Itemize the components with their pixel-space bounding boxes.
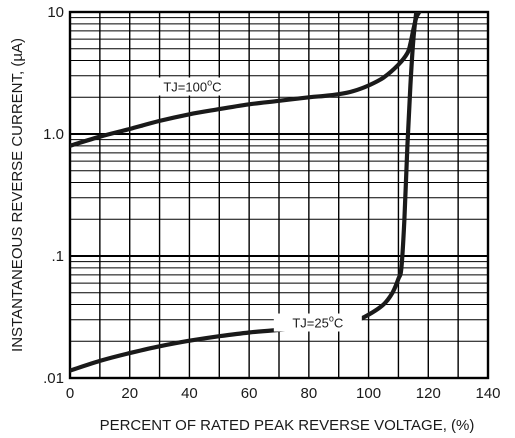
series-line-tj-100c: [70, 12, 422, 148]
annotation-superscript: o: [329, 314, 334, 324]
annotation-prefix: TJ=100: [163, 80, 207, 95]
series-line-tj-25c: [70, 12, 419, 373]
x-tick-label: 120: [416, 385, 441, 402]
x-tick-label: 100: [356, 385, 381, 402]
series-annotation-tj-100c: TJ=100oC: [163, 78, 221, 95]
annotation-suffix: C: [212, 80, 221, 95]
y-axis-title: INSTANTANEOUS REVERSE CURRENT, (µA): [9, 38, 26, 352]
y-tick-label: 10: [47, 4, 64, 21]
annotation-suffix: C: [334, 316, 343, 331]
annotation-prefix: TJ=25: [292, 316, 329, 331]
x-tick-label: 60: [241, 385, 258, 402]
series-annotation-tj-25c: TJ=25oC: [292, 314, 343, 331]
x-tick-label: 40: [181, 385, 198, 402]
annotation-box: [273, 313, 362, 332]
x-tick-label: 0: [66, 385, 74, 402]
x-tick-label: 20: [121, 385, 138, 402]
x-tick-label: 80: [301, 385, 318, 402]
x-tick-label: 140: [475, 385, 500, 402]
y-tick-label: .01: [43, 370, 64, 387]
x-axis-title: PERCENT OF RATED PEAK REVERSE VOLTAGE, (…: [100, 417, 475, 434]
annotation-box: [143, 77, 241, 96]
y-tick-label: .1: [51, 248, 64, 265]
y-tick-label: 1.0: [43, 126, 64, 143]
plot-frame: [68, 10, 490, 380]
annotation-superscript: o: [207, 78, 212, 88]
